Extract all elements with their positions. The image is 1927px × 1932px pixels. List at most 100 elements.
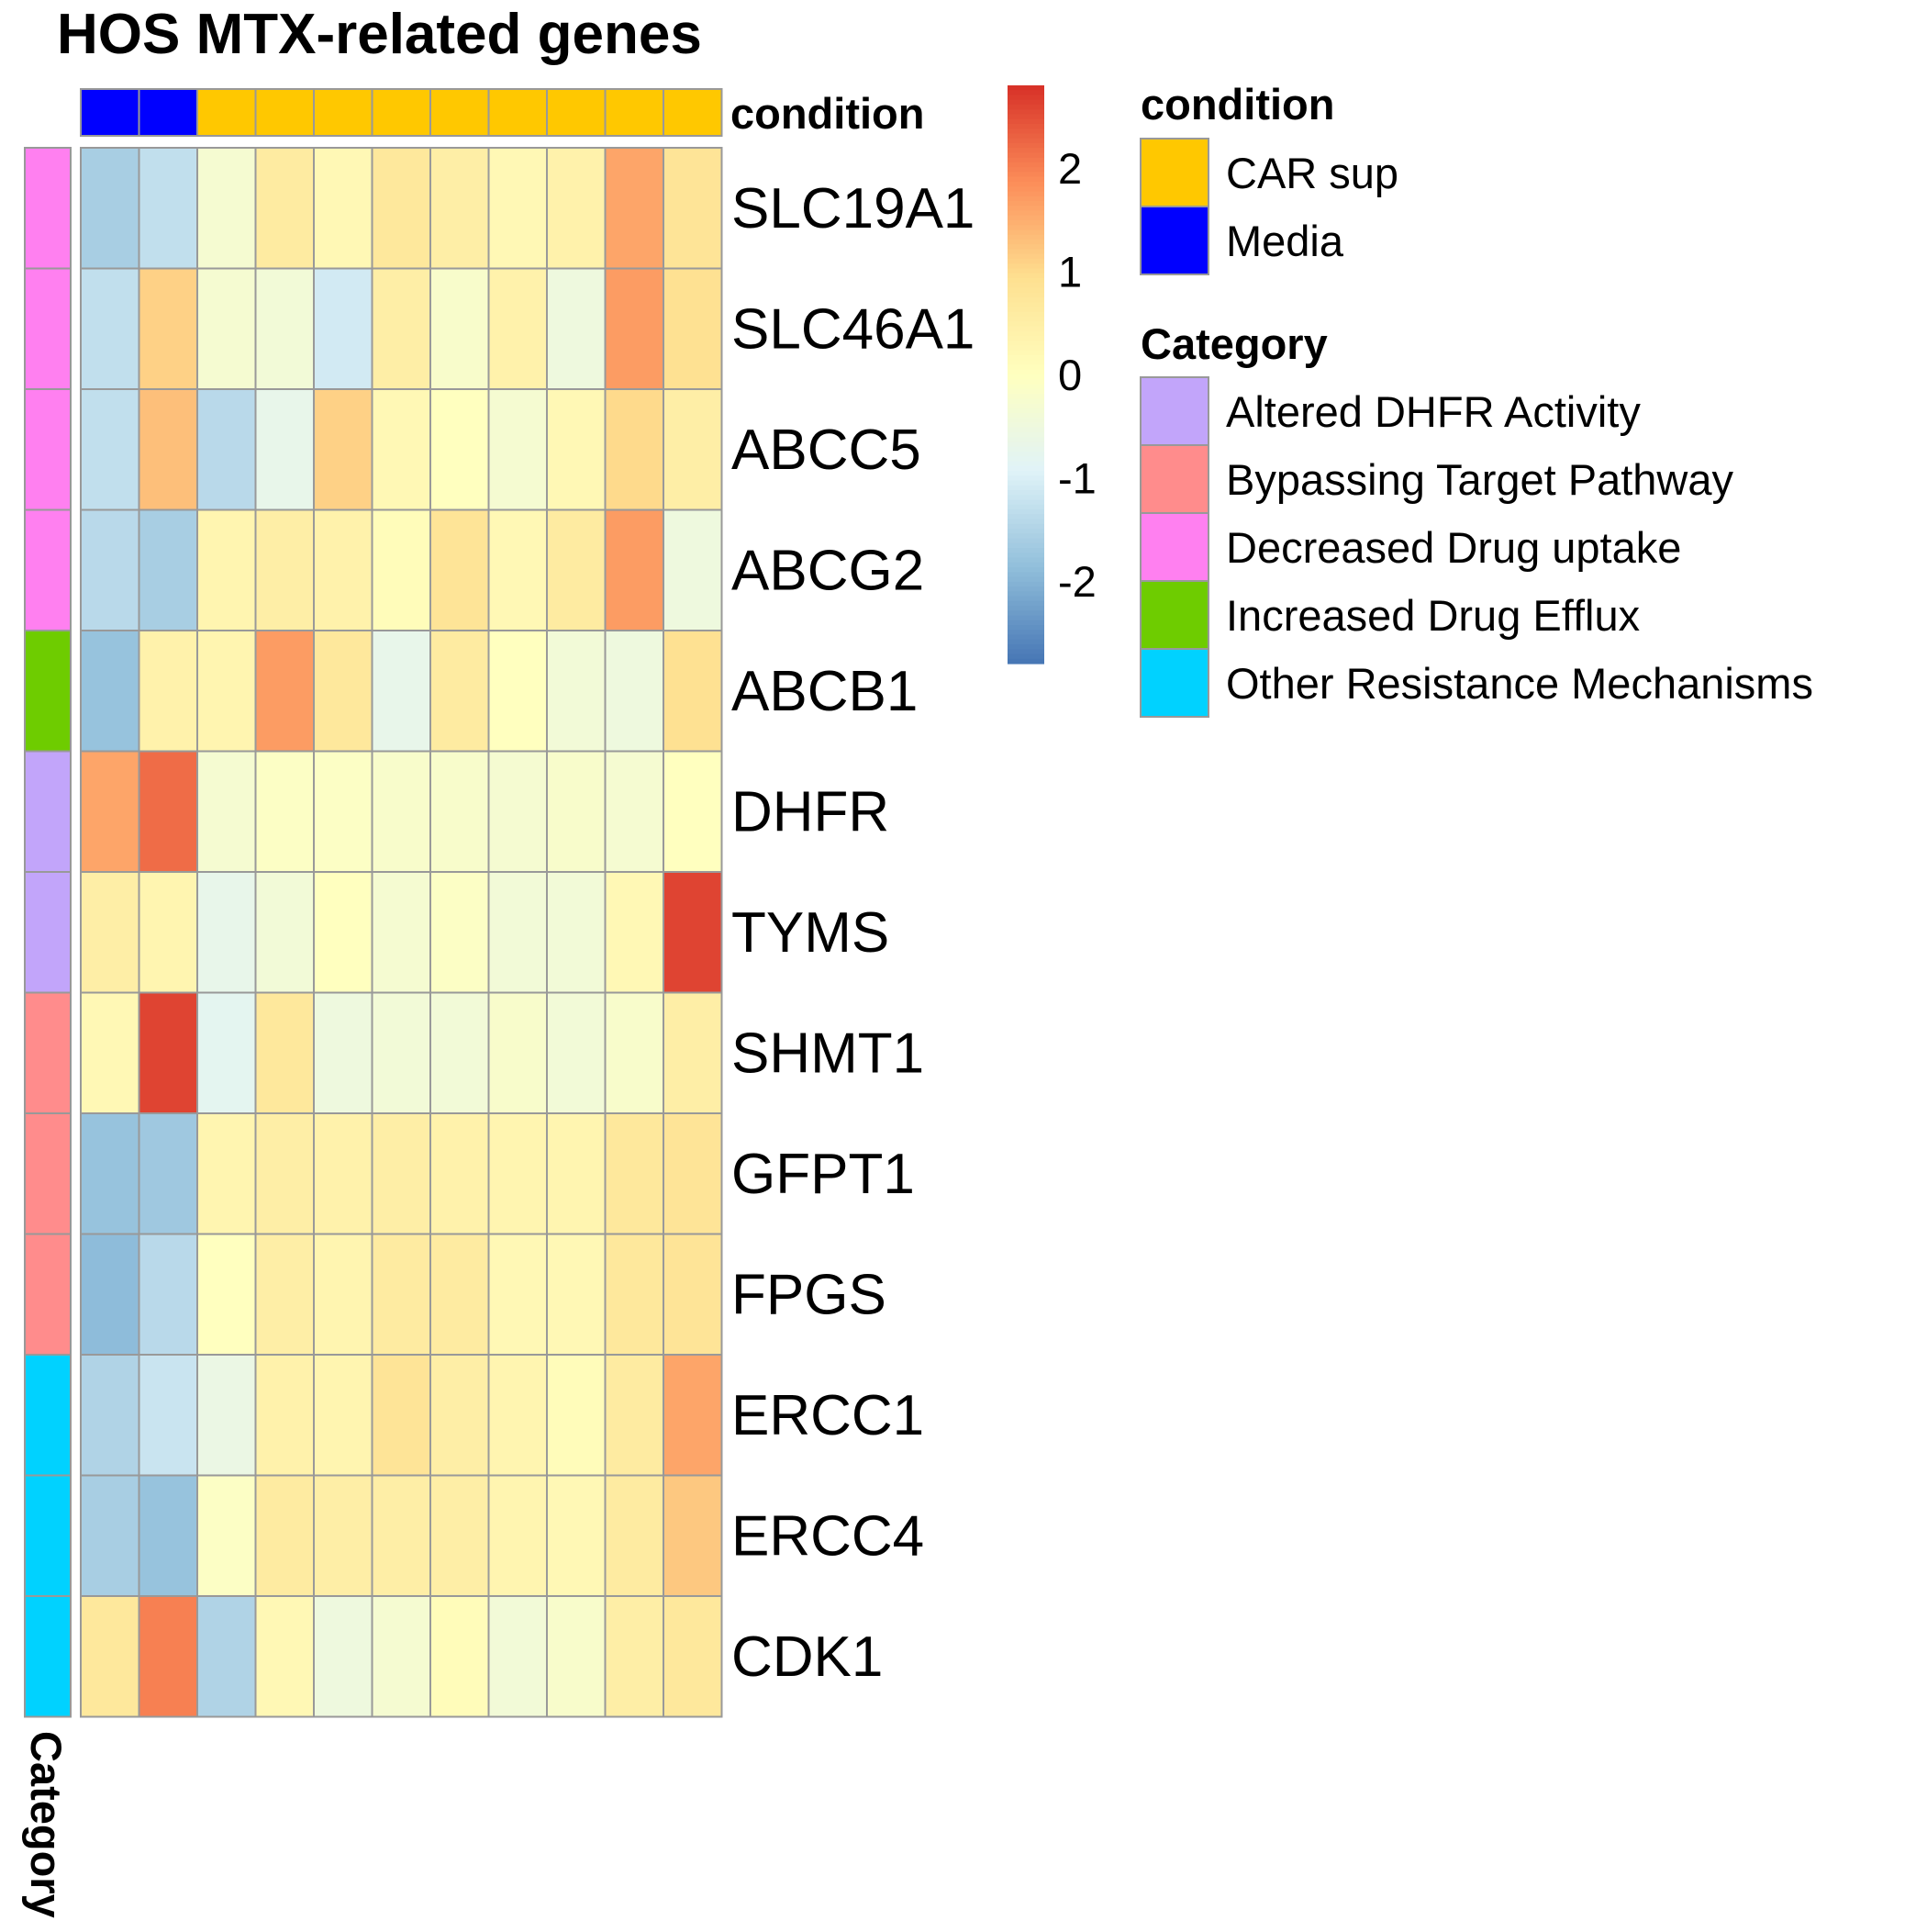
heatmap-cell-ercc1-7 <box>429 1354 490 1477</box>
color-scale-segment <box>1008 529 1044 534</box>
row-label-ercc1: ERCC1 <box>731 1384 924 1447</box>
color-scale-segment <box>1008 287 1044 294</box>
color-scale-segment <box>1008 162 1044 168</box>
color-scale-segment <box>1008 292 1044 298</box>
category-legend-swatch-bypassing-target-pathway <box>1140 444 1209 514</box>
condition-legend-label-media: Media <box>1226 217 1344 265</box>
condition-legend: condition CAR sup Media <box>1140 80 1398 275</box>
heatmap-cell-abcc5-11 <box>663 388 723 511</box>
color-scale-segment <box>1008 330 1044 337</box>
color-scale-segment <box>1008 615 1044 621</box>
row-label-abcb1: ABCB1 <box>731 660 918 723</box>
category-legend-label-altered-dhfr-activity: Altered DHFR Activity <box>1226 387 1641 436</box>
heatmap-cell-shmt1-3 <box>196 991 257 1114</box>
heatmap-cell-slc46a1-2 <box>138 267 198 390</box>
color-scale-segment <box>1008 542 1044 549</box>
color-scale-segment <box>1008 128 1044 135</box>
color-scale-segment <box>1008 350 1044 356</box>
heatmap-cell-shmt1-11 <box>663 991 723 1114</box>
heatmap-cell-abcb1-7 <box>429 630 490 753</box>
color-scale-segment <box>1008 263 1044 270</box>
heatmap-cell-shmt1-4 <box>254 991 315 1114</box>
column-annotation-cell-car-sup <box>604 88 664 137</box>
color-scale-segment <box>1008 195 1044 202</box>
heatmap-cell-cdk1-4 <box>254 1595 315 1718</box>
row-annotation-cell-altered-dhfr-activity <box>24 750 72 873</box>
row-annotation-cell-decreased-drug-uptake <box>24 267 72 390</box>
heatmap-cell-shmt1-10 <box>604 991 664 1114</box>
color-scale-segment <box>1008 644 1044 650</box>
column-annotation-cell-car-sup <box>196 88 257 137</box>
heatmap-cell-abcc5-7 <box>429 388 490 511</box>
color-scale-segment <box>1008 586 1044 592</box>
color-scale-segment <box>1008 576 1044 583</box>
color-scale-segment <box>1008 471 1044 476</box>
column-annotation-cell-car-sup <box>663 88 723 137</box>
color-scale-segment <box>1008 610 1044 617</box>
heatmap-cell-dhfr-2 <box>138 750 198 873</box>
category-legend-label-decreased-drug-uptake: Decreased Drug uptake <box>1226 523 1681 572</box>
color-scale-segment <box>1008 519 1044 525</box>
color-scale-segment <box>1008 658 1044 664</box>
heatmap-cell-slc19a1-10 <box>604 147 664 270</box>
heatmap-cell-cdk1-9 <box>546 1595 607 1718</box>
heatmap-cell-slc19a1-4 <box>254 147 315 270</box>
heatmap-cell-abcg2-1 <box>80 508 140 631</box>
heatmap-cell-abcg2-6 <box>371 508 431 631</box>
color-scale-segment <box>1008 138 1044 144</box>
row-annotation-cell-bypassing-target-pathway <box>24 1233 72 1356</box>
heatmap-cell-fpgs-6 <box>371 1233 431 1356</box>
category-legend-label-increased-drug-efflux: Increased Drug Efflux <box>1226 591 1640 640</box>
color-scale-segment <box>1008 206 1044 212</box>
heatmap-cell-gfpt1-8 <box>487 1112 548 1235</box>
heatmap-cell-tyms-4 <box>254 871 315 994</box>
heatmap-cell-abcb1-9 <box>546 630 607 753</box>
color-scale-segment <box>1008 465 1044 472</box>
heatmap-cell-fpgs-3 <box>196 1233 257 1356</box>
color-scale-legend: -2 -1 0 1 2 <box>1008 85 1097 664</box>
color-scale-segment <box>1008 229 1044 236</box>
color-scale-segment <box>1008 639 1044 645</box>
row-annotation-bar <box>24 147 72 1718</box>
heatmap-cell-ercc4-5 <box>313 1474 373 1597</box>
heatmap-cell-gfpt1-6 <box>371 1112 431 1235</box>
color-scale-tick-label: -1 <box>1058 454 1097 503</box>
heatmap-cell-abcb1-1 <box>80 630 140 753</box>
heatmap-cell-shmt1-8 <box>487 991 548 1114</box>
heatmap-cell-ercc1-2 <box>138 1354 198 1477</box>
color-scale-segment <box>1008 364 1044 371</box>
color-scale-segment <box>1008 95 1044 101</box>
category-legend-label-other-resistance-mechanisms: Other Resistance Mechanisms <box>1226 659 1813 708</box>
color-scale-segment <box>1008 523 1044 530</box>
heatmap-cell-gfpt1-7 <box>429 1112 490 1235</box>
color-scale-segment <box>1008 157 1044 163</box>
heatmap-cell-abcc5-6 <box>371 388 431 511</box>
heatmap-cell-tyms-10 <box>604 871 664 994</box>
heatmap-cell-abcb1-4 <box>254 630 315 753</box>
heatmap-cell-abcg2-10 <box>604 508 664 631</box>
heatmap-cell-abcb1-11 <box>663 630 723 753</box>
heatmap-cell-fpgs-9 <box>546 1233 607 1356</box>
heatmap-cell-tyms-2 <box>138 871 198 994</box>
row-label-abcc5: ABCC5 <box>731 419 921 482</box>
color-scale-segment <box>1008 596 1044 602</box>
color-scale-segment <box>1008 384 1044 390</box>
condition-legend-swatch-media <box>1140 206 1209 275</box>
color-scale-segment <box>1008 321 1044 328</box>
color-scale-segment <box>1008 581 1044 587</box>
color-scale-segment <box>1008 297 1044 303</box>
color-scale-segment <box>1008 143 1044 149</box>
heatmap-cell-slc46a1-7 <box>429 267 490 390</box>
heatmap-cell-fpgs-4 <box>254 1233 315 1356</box>
row-annotation-cell-bypassing-target-pathway <box>24 1112 72 1235</box>
row-label-tyms: TYMS <box>731 901 889 965</box>
heatmap-cell-slc46a1-3 <box>196 267 257 390</box>
row-label-abcg2: ABCG2 <box>731 539 924 602</box>
color-scale-segment <box>1008 509 1044 515</box>
heatmap-cell-ercc1-1 <box>80 1354 140 1477</box>
heatmap-cell-slc19a1-2 <box>138 147 198 270</box>
heatmap-cell-gfpt1-9 <box>546 1112 607 1235</box>
row-label-shmt1: SHMT1 <box>731 1022 924 1085</box>
heatmap-cell-slc46a1-5 <box>313 267 373 390</box>
color-scale-segment <box>1008 118 1044 125</box>
